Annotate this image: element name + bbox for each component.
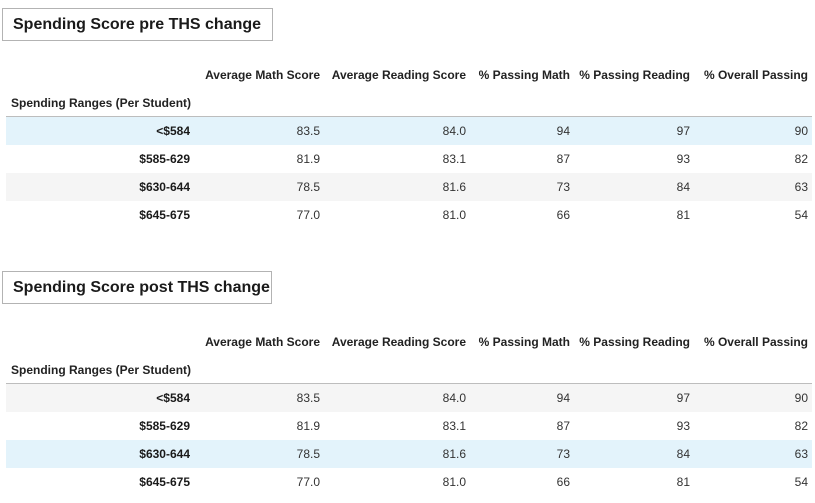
column-header: Average Math Score [205,68,320,82]
column-header: Average Reading Score [331,68,466,82]
row-label: $630-644 [139,447,190,461]
table-cell: 78.5 [296,180,320,194]
table-cell: 83.1 [442,419,466,433]
table-cell: 63 [794,447,808,461]
row-label: $630-644 [139,180,190,194]
table-cell: 81.0 [442,208,466,222]
row-label: $585-629 [139,419,190,433]
table-row: $645-675 77.0 81.0 66 81 54 [6,201,812,229]
table-cell: 97 [676,124,690,138]
table-cell: 66 [556,208,570,222]
table-row: <$584 83.5 84.0 94 97 90 [6,383,812,412]
table-cell: 82 [794,152,808,166]
table-cell: 83.5 [296,124,320,138]
column-header: % Passing Reading [579,335,690,349]
table-cell: 81.0 [442,475,466,489]
table-cell: 90 [794,391,808,405]
table-cell: 82 [794,419,808,433]
table-cell: 94 [556,391,570,405]
column-header: Average Math Score [205,335,320,349]
index-header: Spending Ranges (Per Student) [11,95,192,110]
table-cell: 81.6 [442,447,466,461]
table-row: $585-629 81.9 83.1 87 93 82 [6,145,812,173]
column-header: % Passing Reading [579,68,690,82]
table-cell: 54 [794,208,808,222]
table-cell: 73 [556,447,570,461]
column-header: % Overall Passing [703,335,808,349]
table-row: $585-629 81.9 83.1 87 93 82 [6,412,812,440]
table-cell: 73 [556,180,570,194]
table-cell: 97 [676,391,690,405]
table-cell: 83.1 [442,152,466,166]
column-header: Average Reading Score [331,335,466,349]
corner-cell [6,328,194,356]
table-row: $645-675 77.0 81.0 66 81 54 [6,468,812,496]
table-cell: 93 [676,152,690,166]
table-cell: 81 [676,475,690,489]
table-row: $630-644 78.5 81.6 73 84 63 [6,173,812,201]
column-header: % Overall Passing [703,68,808,82]
table-cell: 77.0 [296,208,320,222]
post-spending-table: Average Math Score Average Reading Score… [6,328,812,496]
table-cell: 87 [556,419,570,433]
table-cell: 78.5 [296,447,320,461]
row-label: $585-629 [139,152,190,166]
post-section-title: Spending Score post THS change [2,271,272,304]
table-cell: 84.0 [442,391,466,405]
table-cell: 81.9 [296,419,320,433]
table-cell: 77.0 [296,475,320,489]
column-header: % Passing Math [478,335,570,349]
column-header: % Passing Math [478,68,570,82]
pre-section-title: Spending Score pre THS change [2,8,273,41]
row-label: $645-675 [139,475,190,489]
index-header: Spending Ranges (Per Student) [11,362,192,377]
table-cell: 87 [556,152,570,166]
table-cell: 83.5 [296,391,320,405]
table-cell: 81.6 [442,180,466,194]
table-cell: 93 [676,419,690,433]
row-label: <$584 [156,391,190,405]
table-cell: 84 [676,180,690,194]
table-cell: 84 [676,447,690,461]
row-label: $645-675 [139,208,190,222]
table-cell: 81 [676,208,690,222]
table-row: <$584 83.5 84.0 94 97 90 [6,116,812,145]
table-cell: 94 [556,124,570,138]
table-cell: 84.0 [442,124,466,138]
table-cell: 66 [556,475,570,489]
pre-spending-table: Average Math Score Average Reading Score… [6,61,812,229]
table-cell: 81.9 [296,152,320,166]
table-cell: 63 [794,180,808,194]
table-cell: 54 [794,475,808,489]
table-cell: 90 [794,124,808,138]
row-label: <$584 [156,124,190,138]
corner-cell [6,61,194,89]
table-row: $630-644 78.5 81.6 73 84 63 [6,440,812,468]
